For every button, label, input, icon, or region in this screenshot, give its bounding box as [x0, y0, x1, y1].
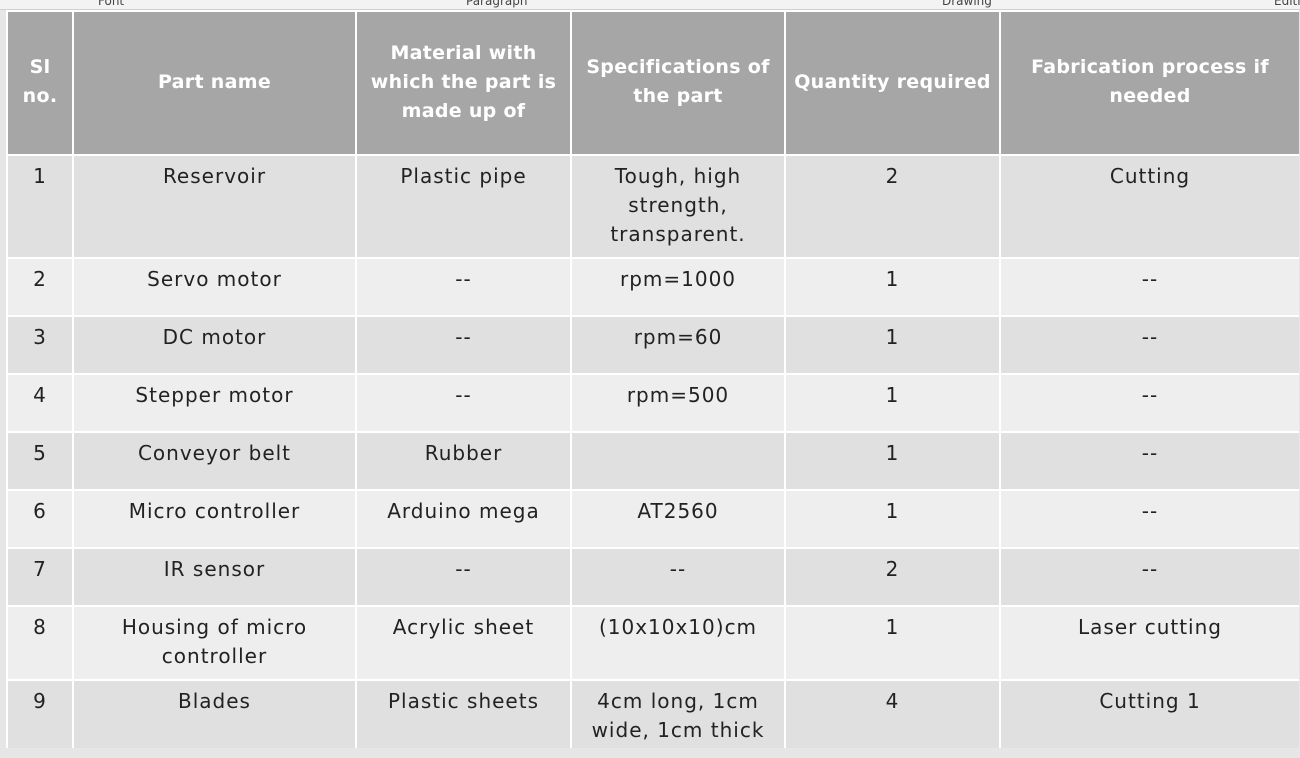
- table-cell: --: [999, 257, 1299, 317]
- table-cell: --: [999, 315, 1299, 375]
- table-cell: 1: [784, 315, 1001, 375]
- header-cell: Material with which the part is made up …: [355, 10, 572, 156]
- table-row: 6 Micro controller Arduino mega AT2560 1 --: [6, 489, 1299, 549]
- header-cell: Sl no.: [6, 10, 74, 156]
- table-cell: Blades: [72, 679, 357, 748]
- table-cell: 4: [6, 373, 74, 433]
- table-cell: Cutting: [999, 154, 1299, 259]
- table-row: 4 Stepper motor -- rpm=500 1 --: [6, 373, 1299, 433]
- table-row: 7 IR sensor -- -- 2 --: [6, 547, 1299, 607]
- header-row: Sl no. Part name Material with which the p…: [6, 10, 1299, 156]
- table-cell: 1: [6, 154, 74, 259]
- table-row: 9 Blades Plastic sheets 4cm long, 1cm wide,…: [6, 679, 1299, 748]
- table-cell: Stepper motor: [72, 373, 357, 433]
- table-cell: --: [355, 373, 572, 433]
- table-cell: --: [999, 547, 1299, 607]
- table-cell: Cutting 1: [999, 679, 1299, 748]
- table-cell: Acrylic sheet: [355, 605, 572, 681]
- table-cell: --: [999, 373, 1299, 433]
- table-cell: Plastic pipe: [355, 154, 572, 259]
- table-body: 1 Reservoir Plastic pipe Tough, high streng…: [6, 154, 1299, 748]
- table-cell: Plastic sheets: [355, 679, 572, 748]
- parts-table: Sl no. Part name Material with which the p…: [6, 10, 1299, 748]
- table-cell: 7: [6, 547, 74, 607]
- table-row: 5 Conveyor belt Rubber 1 --: [6, 431, 1299, 491]
- table-cell: 4: [784, 679, 1001, 748]
- table-cell: (10x10x10)cm: [570, 605, 786, 681]
- header-cell: Quantity required: [784, 10, 1001, 156]
- table-cell: rpm=60: [570, 315, 786, 375]
- table-cell: 4cm long, 1cm wide, 1cm thick: [570, 679, 786, 748]
- table-cell: 1: [784, 373, 1001, 433]
- table-cell: 5: [6, 431, 74, 491]
- ribbon-group-label: Drawing: [942, 0, 992, 8]
- table-row: 3 DC motor -- rpm=60 1 --: [6, 315, 1299, 375]
- table-cell: 6: [6, 489, 74, 549]
- table-cell: rpm=1000: [570, 257, 786, 317]
- ribbon-group-label: Editing: [1274, 0, 1300, 8]
- table-cell: 1: [784, 489, 1001, 549]
- table-cell: 1: [784, 257, 1001, 317]
- table-cell: 2: [784, 547, 1001, 607]
- table-cell: Rubber: [355, 431, 572, 491]
- table-cell: rpm=500: [570, 373, 786, 433]
- table-cell: Laser cutting: [999, 605, 1299, 681]
- table-cell: DC motor: [72, 315, 357, 375]
- table-row: 1 Reservoir Plastic pipe Tough, high streng…: [6, 154, 1299, 259]
- table-cell: --: [999, 431, 1299, 491]
- ribbon-group-label: Paragraph: [466, 0, 528, 8]
- table-cell: 2: [784, 154, 1001, 259]
- table-row: 2 Servo motor -- rpm=1000 1 --: [6, 257, 1299, 317]
- table-cell: Arduino mega: [355, 489, 572, 549]
- table-cell: AT2560: [570, 489, 786, 549]
- table-cell: Conveyor belt: [72, 431, 357, 491]
- document-page: Sl no. Part name Material with which the p…: [6, 10, 1299, 748]
- table-cell: --: [355, 315, 572, 375]
- table-cell: --: [999, 489, 1299, 549]
- table-cell: 3: [6, 315, 74, 375]
- table-cell: Servo motor: [72, 257, 357, 317]
- table-cell: 8: [6, 605, 74, 681]
- table-cell: Micro controller: [72, 489, 357, 549]
- header-cell: Fabrication process if needed: [999, 10, 1299, 156]
- ribbon: Font Paragraph Drawing Editing: [0, 0, 1300, 10]
- table-cell: Tough, high strength, transparent.: [570, 154, 786, 259]
- table-cell: Reservoir: [72, 154, 357, 259]
- table-row: 8 Housing of micro controller Acrylic shee…: [6, 605, 1299, 681]
- header-cell: Specifications of the part: [570, 10, 786, 156]
- table-cell: 2: [6, 257, 74, 317]
- table-cell: --: [355, 257, 572, 317]
- header-cell: Part name: [72, 10, 357, 156]
- table-cell: [570, 431, 786, 491]
- ribbon-group-label: Font: [98, 0, 125, 8]
- table-cell: 9: [6, 679, 74, 748]
- table-cell: 1: [784, 605, 1001, 681]
- table-cell: IR sensor: [72, 547, 357, 607]
- table-cell: Housing of micro controller: [72, 605, 357, 681]
- table-cell: --: [570, 547, 786, 607]
- table-cell: --: [355, 547, 572, 607]
- table-cell: 1: [784, 431, 1001, 491]
